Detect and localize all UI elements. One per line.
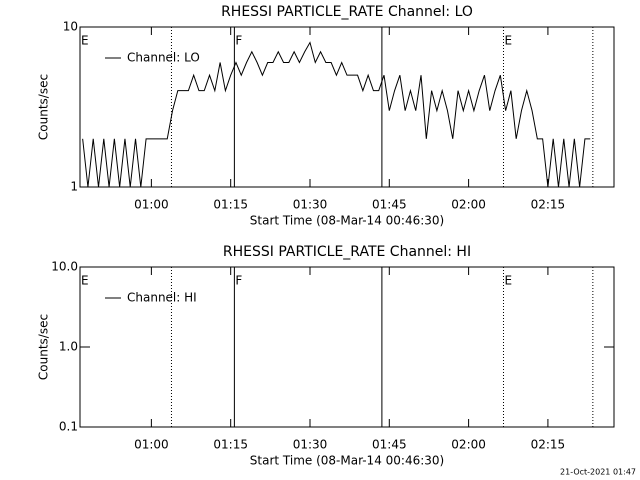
event-label: F xyxy=(235,274,242,288)
x-tick-label: 02:00 xyxy=(451,198,486,212)
y-tick-label: 10.0 xyxy=(51,260,78,274)
data-line xyxy=(82,41,591,188)
x-tick-label: 01:30 xyxy=(293,438,328,452)
plot-frame xyxy=(79,26,615,188)
x-tick-label: 01:45 xyxy=(372,198,407,212)
chart-title: RHESSI PARTICLE_RATE Channel: LO xyxy=(221,4,473,20)
x-tick-label: 01:15 xyxy=(213,198,248,212)
chart-title: RHESSI PARTICLE_RATE Channel: HI xyxy=(223,244,471,260)
legend-label: Channel: HI xyxy=(127,291,197,305)
x-tick-label: 02:00 xyxy=(451,438,486,452)
event-label: E xyxy=(81,34,89,48)
y-tick-label: 1.0 xyxy=(59,340,78,354)
event-label: E xyxy=(81,274,89,288)
timestamp: 21-Oct-2021 01:47 xyxy=(560,468,636,477)
x-tick-label: 01:30 xyxy=(293,198,328,212)
y-tick-label: 1 xyxy=(70,180,78,194)
x-axis-label: Start Time (08-Mar-14 00:46:30) xyxy=(250,454,444,468)
legend-label: Channel: LO xyxy=(127,51,200,65)
event-label: E xyxy=(504,34,512,48)
event-label: E xyxy=(504,274,512,288)
x-tick-label: 02:15 xyxy=(531,198,566,212)
event-label: F xyxy=(235,34,242,48)
x-tick-label: 01:15 xyxy=(213,438,248,452)
x-tick-label: 01:00 xyxy=(134,438,169,452)
x-axis-label: Start Time (08-Mar-14 00:46:30) xyxy=(250,214,444,228)
y-axis-label: Counts/sec xyxy=(37,74,51,140)
x-tick-label: 02:15 xyxy=(531,438,566,452)
x-tick-label: 01:45 xyxy=(372,438,407,452)
y-axis-label: Counts/sec xyxy=(37,314,51,380)
y-tick-label: 10 xyxy=(63,20,78,34)
x-tick-label: 01:00 xyxy=(134,198,169,212)
y-tick-label: 0.1 xyxy=(59,420,78,434)
